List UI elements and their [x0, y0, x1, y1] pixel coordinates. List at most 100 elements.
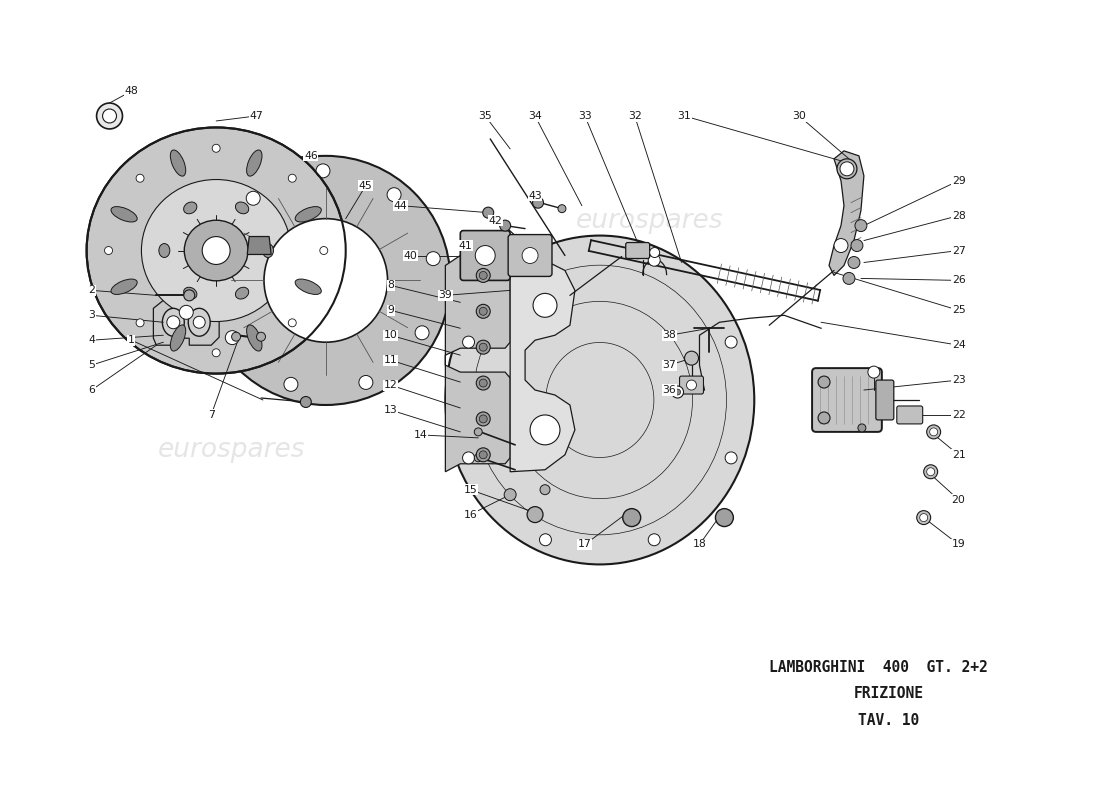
Ellipse shape: [295, 279, 321, 294]
Text: 1: 1: [128, 335, 135, 346]
Circle shape: [648, 534, 660, 546]
Circle shape: [226, 330, 240, 345]
Text: 46: 46: [304, 151, 318, 161]
Circle shape: [843, 273, 855, 285]
Circle shape: [212, 144, 220, 152]
Text: 14: 14: [414, 430, 427, 440]
Ellipse shape: [170, 325, 186, 351]
Circle shape: [504, 489, 516, 501]
Circle shape: [725, 336, 737, 348]
Circle shape: [480, 271, 487, 279]
Circle shape: [476, 448, 491, 462]
Circle shape: [476, 304, 491, 318]
Circle shape: [924, 465, 937, 478]
Polygon shape: [510, 261, 575, 472]
Circle shape: [102, 109, 117, 123]
Text: 19: 19: [952, 539, 966, 550]
Circle shape: [916, 510, 931, 525]
Ellipse shape: [263, 243, 274, 258]
Circle shape: [300, 397, 311, 407]
Circle shape: [930, 428, 937, 436]
Circle shape: [184, 290, 195, 301]
Text: 26: 26: [952, 275, 966, 286]
Text: 10: 10: [384, 330, 397, 340]
Ellipse shape: [111, 206, 138, 222]
Text: 40: 40: [404, 250, 417, 261]
Text: 8: 8: [387, 280, 394, 290]
Circle shape: [623, 509, 640, 526]
Text: 30: 30: [792, 111, 806, 121]
Circle shape: [480, 307, 487, 315]
Circle shape: [480, 379, 487, 387]
Text: 45: 45: [359, 181, 373, 190]
Circle shape: [527, 506, 543, 522]
Circle shape: [920, 514, 927, 522]
Text: 4: 4: [88, 335, 95, 346]
Ellipse shape: [201, 156, 450, 405]
Text: 34: 34: [528, 111, 542, 121]
Circle shape: [684, 351, 699, 365]
Text: 17: 17: [578, 539, 592, 550]
Text: FRIZIONE: FRIZIONE: [854, 686, 924, 702]
Text: 12: 12: [384, 380, 397, 390]
Polygon shape: [829, 151, 864, 275]
Ellipse shape: [246, 150, 262, 176]
Circle shape: [463, 452, 474, 464]
Circle shape: [868, 366, 880, 378]
Ellipse shape: [246, 325, 262, 351]
Text: 15: 15: [463, 485, 477, 494]
Text: 21: 21: [952, 450, 966, 460]
Circle shape: [926, 425, 940, 439]
Text: eurospares: eurospares: [576, 407, 724, 433]
Ellipse shape: [194, 316, 206, 328]
Polygon shape: [153, 300, 219, 345]
Text: 44: 44: [394, 201, 407, 210]
Text: LAMBORGHINI  400  GT. 2+2: LAMBORGHINI 400 GT. 2+2: [770, 659, 988, 674]
FancyBboxPatch shape: [812, 368, 882, 432]
Text: 28: 28: [952, 210, 966, 221]
Circle shape: [474, 454, 482, 462]
Text: eurospares: eurospares: [157, 437, 305, 463]
Circle shape: [476, 340, 491, 354]
Ellipse shape: [167, 316, 179, 329]
Text: 5: 5: [88, 360, 95, 370]
Text: 47: 47: [249, 111, 263, 121]
FancyBboxPatch shape: [876, 380, 894, 420]
Circle shape: [212, 349, 220, 357]
Circle shape: [530, 415, 560, 445]
Circle shape: [474, 428, 482, 436]
Circle shape: [840, 162, 854, 176]
Circle shape: [288, 319, 296, 327]
Text: 25: 25: [952, 306, 966, 315]
Ellipse shape: [170, 150, 186, 176]
Text: 24: 24: [952, 340, 966, 350]
Circle shape: [540, 485, 550, 494]
Ellipse shape: [184, 287, 197, 299]
Ellipse shape: [185, 220, 249, 281]
Ellipse shape: [235, 287, 249, 299]
Text: 36: 36: [662, 385, 676, 395]
Circle shape: [480, 415, 487, 423]
Circle shape: [650, 247, 660, 258]
Text: TAV. 10: TAV. 10: [858, 714, 920, 728]
Ellipse shape: [163, 308, 185, 336]
Circle shape: [834, 238, 848, 253]
Circle shape: [210, 257, 224, 271]
Circle shape: [672, 386, 683, 398]
FancyBboxPatch shape: [460, 230, 510, 281]
Circle shape: [851, 239, 862, 251]
Circle shape: [818, 412, 830, 424]
Circle shape: [534, 294, 557, 318]
Circle shape: [483, 207, 494, 218]
Ellipse shape: [87, 127, 345, 374]
Text: 43: 43: [528, 190, 542, 201]
Circle shape: [202, 237, 230, 265]
Text: 38: 38: [662, 330, 676, 340]
Text: 41: 41: [459, 241, 472, 250]
Circle shape: [387, 188, 402, 202]
Circle shape: [837, 159, 857, 178]
Ellipse shape: [158, 243, 169, 258]
Text: 27: 27: [952, 246, 966, 255]
Text: 7: 7: [208, 410, 214, 420]
Polygon shape: [248, 237, 271, 254]
